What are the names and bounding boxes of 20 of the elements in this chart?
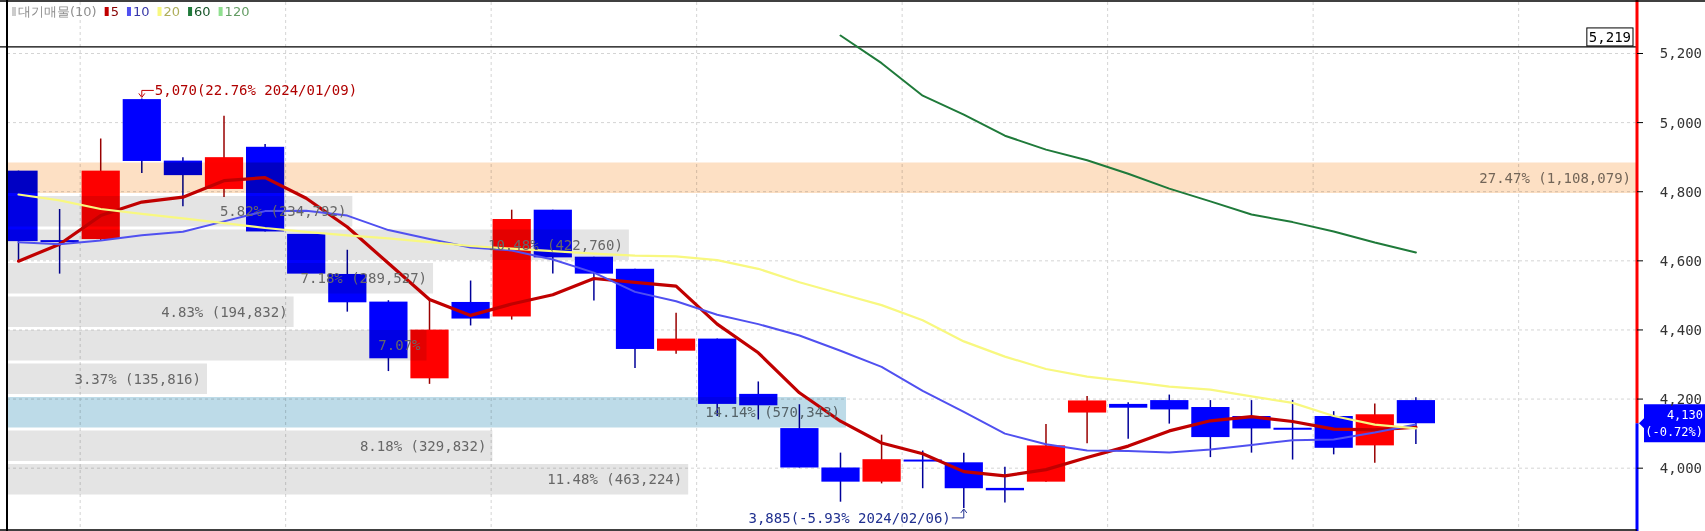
legend-label: 20 (163, 4, 181, 19)
y-tick-label: 4,400 (1659, 321, 1702, 338)
data-label: 27.47% (1,108,079) (1479, 169, 1631, 186)
y-tick-label: 5,000 (1659, 114, 1702, 131)
legend-label: 60 (194, 4, 211, 19)
y-tick-label: 4,600 (1659, 252, 1702, 269)
y-tick-label: 4,000 (1659, 460, 1702, 477)
y-tick-label: 4,800 (1659, 183, 1702, 200)
annotation: 3,885(-5.93% 2024/02/06) (748, 508, 968, 526)
data-label: 4.83% (194,832) (161, 303, 288, 320)
annotation: 5,070(22.76% 2024/01/09) (138, 82, 358, 99)
legend-label: 5 (110, 4, 119, 19)
text: 대기매물(10) (18, 4, 97, 19)
data-label: 8.18% (329,832) (359, 437, 487, 454)
data-label: 11.48% (463,224) (547, 471, 683, 488)
ref-line-label: 5,219 (1586, 27, 1634, 47)
y-tick-label: 5,200 (1659, 45, 1702, 62)
legend-label: 10 (132, 4, 150, 19)
data-label: 3.37% (135,816) (74, 370, 201, 387)
legend-label: 120 (224, 4, 250, 19)
